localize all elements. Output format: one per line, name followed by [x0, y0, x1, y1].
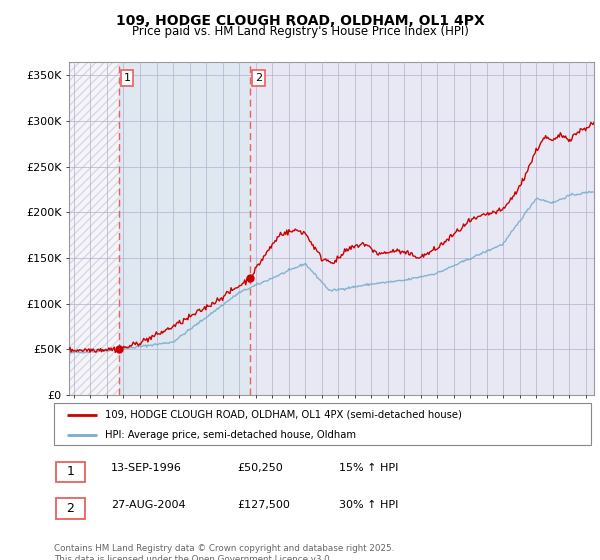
FancyBboxPatch shape: [56, 498, 85, 519]
Text: Contains HM Land Registry data © Crown copyright and database right 2025.
This d: Contains HM Land Registry data © Crown c…: [54, 544, 394, 560]
FancyBboxPatch shape: [54, 403, 591, 445]
FancyBboxPatch shape: [56, 461, 85, 482]
Text: 2: 2: [255, 73, 262, 83]
Text: £50,250: £50,250: [237, 464, 283, 474]
Text: 109, HODGE CLOUGH ROAD, OLDHAM, OL1 4PX (semi-detached house): 109, HODGE CLOUGH ROAD, OLDHAM, OL1 4PX …: [105, 410, 462, 420]
Text: 109, HODGE CLOUGH ROAD, OLDHAM, OL1 4PX: 109, HODGE CLOUGH ROAD, OLDHAM, OL1 4PX: [116, 14, 484, 28]
Text: 27-AUG-2004: 27-AUG-2004: [111, 500, 185, 510]
Text: 2: 2: [67, 502, 74, 515]
Text: 1: 1: [124, 73, 131, 83]
Text: 1: 1: [67, 465, 74, 478]
Bar: [119, 62, 250, 395]
Text: 13-SEP-1996: 13-SEP-1996: [111, 464, 182, 474]
Text: Price paid vs. HM Land Registry's House Price Index (HPI): Price paid vs. HM Land Registry's House …: [131, 25, 469, 38]
Text: £127,500: £127,500: [237, 500, 290, 510]
Text: 30% ↑ HPI: 30% ↑ HPI: [339, 500, 398, 510]
Text: HPI: Average price, semi-detached house, Oldham: HPI: Average price, semi-detached house,…: [105, 430, 356, 440]
Bar: [69, 62, 119, 395]
Text: 15% ↑ HPI: 15% ↑ HPI: [339, 464, 398, 474]
